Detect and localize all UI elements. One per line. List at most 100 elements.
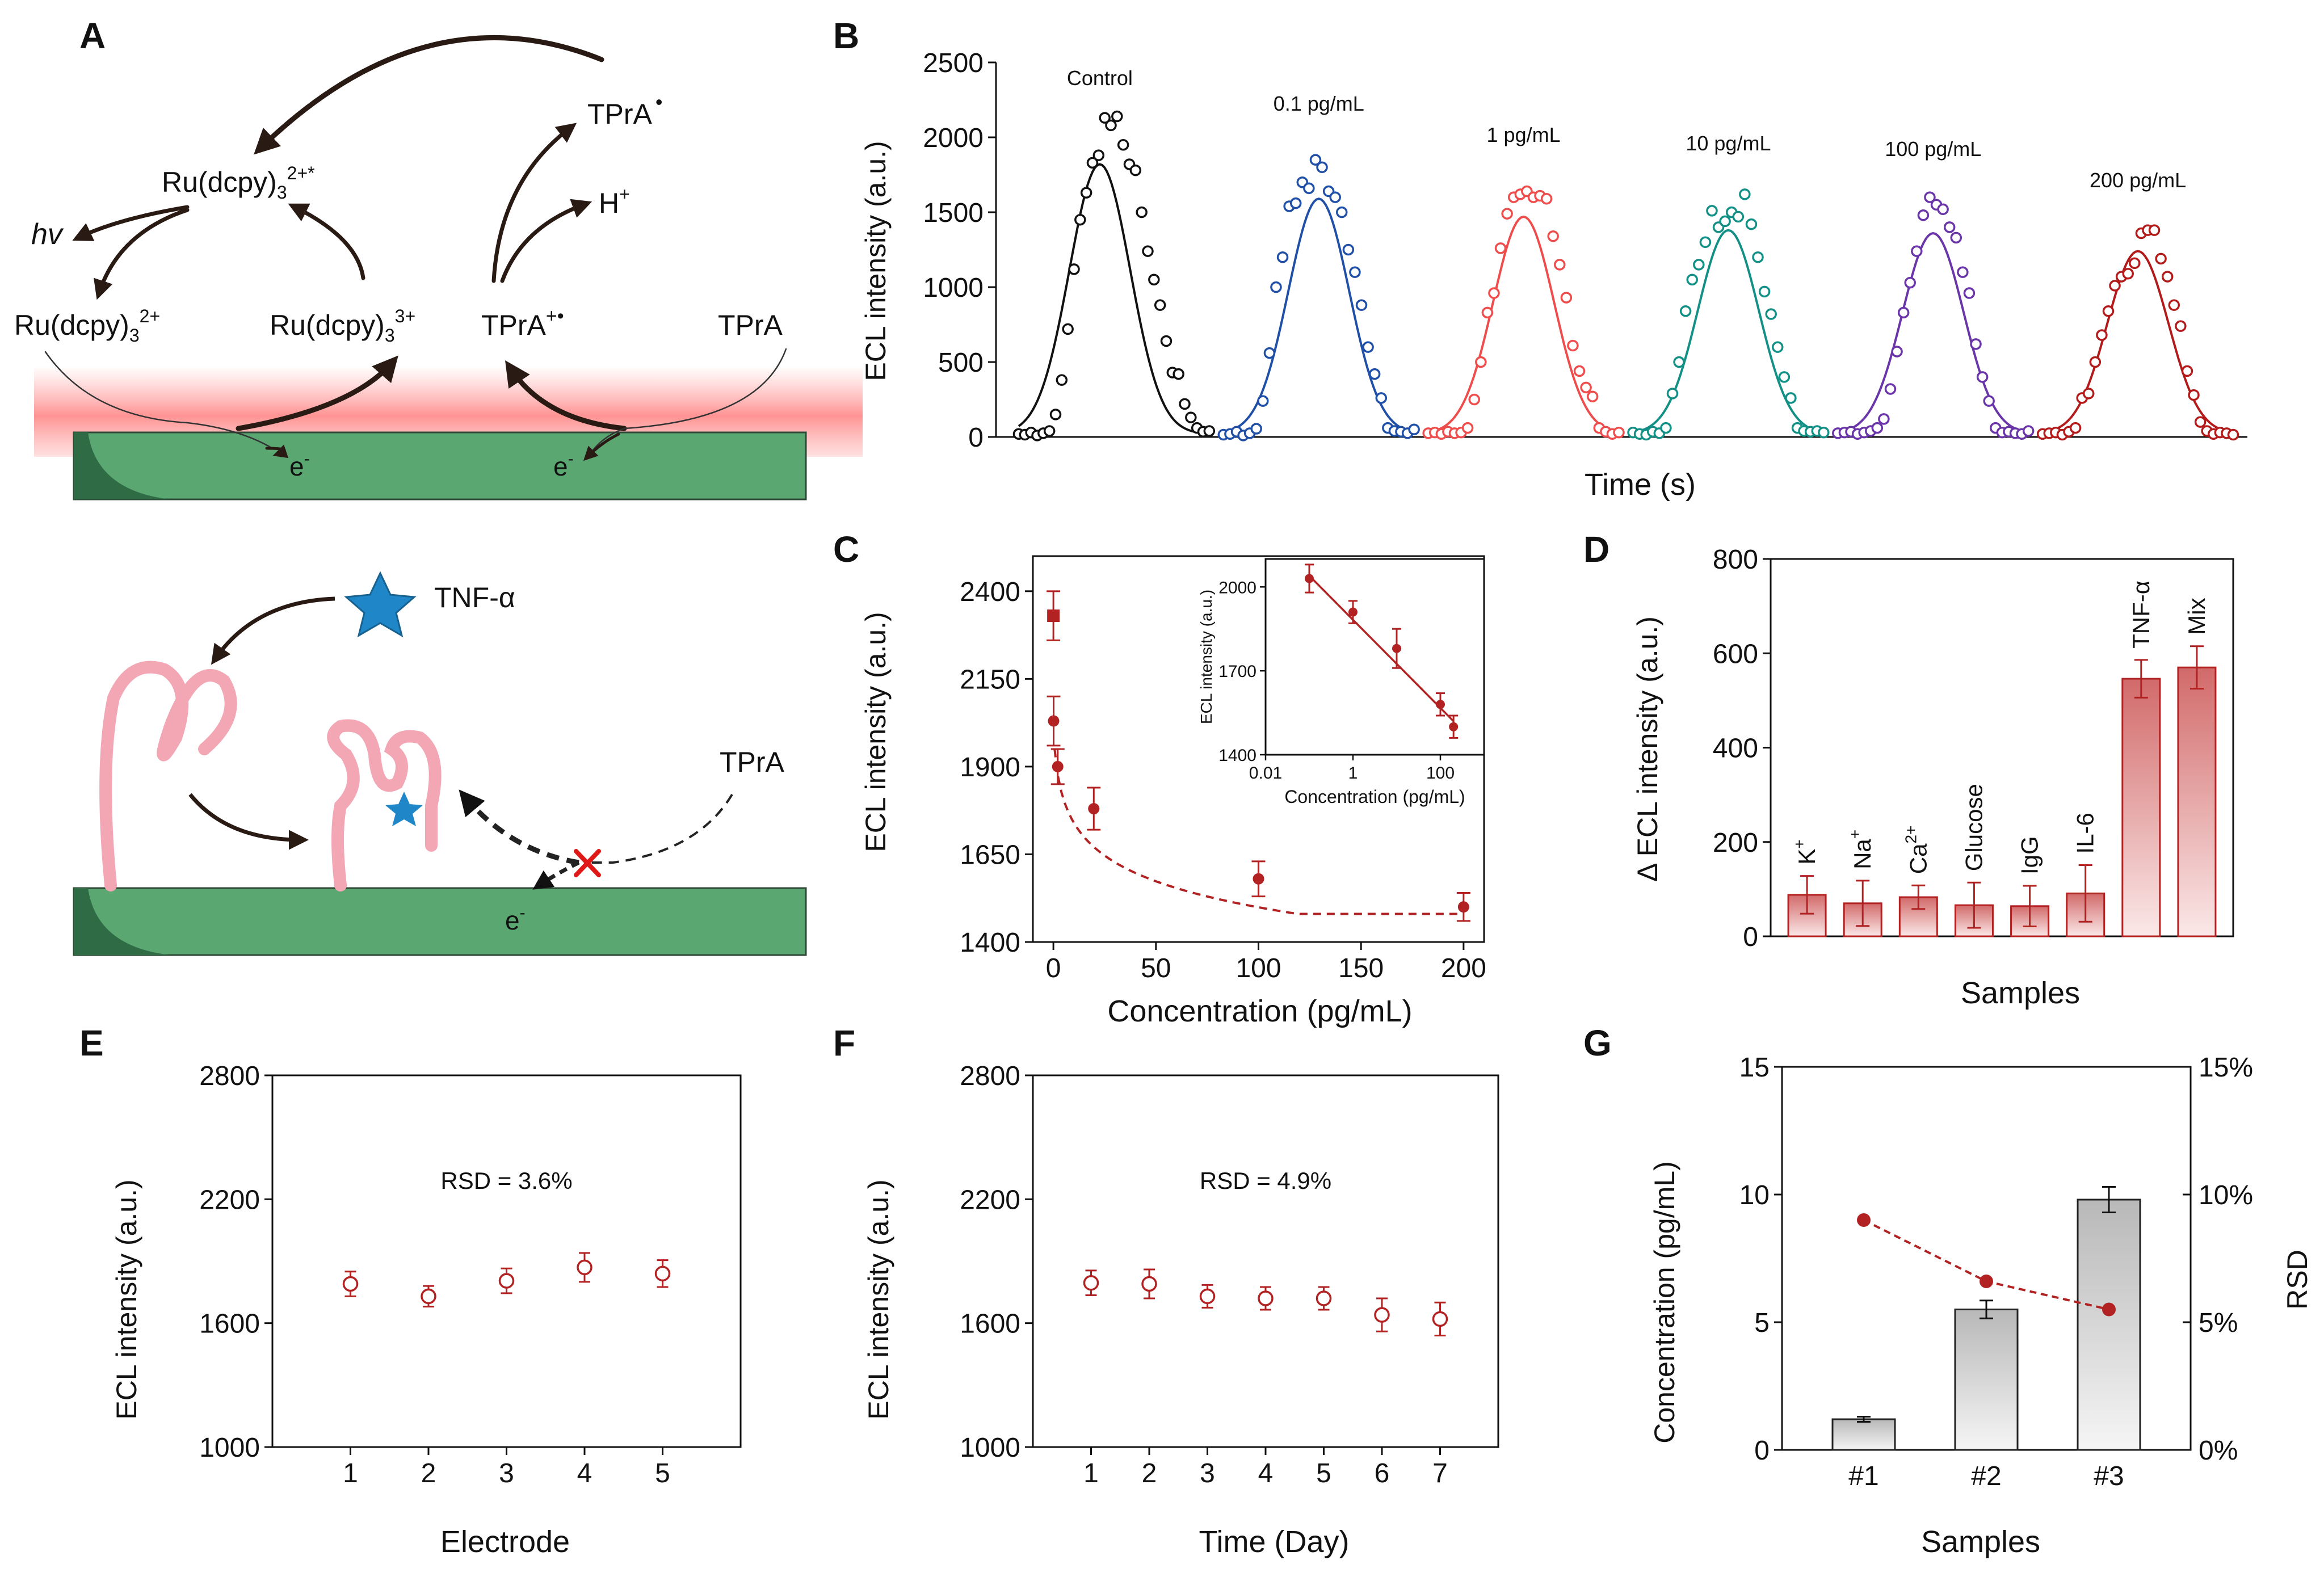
b-data-point	[1056, 374, 1068, 386]
folding-arrow	[188, 793, 309, 850]
f-data-point	[1374, 1307, 1390, 1323]
b-data-point	[1580, 381, 1592, 394]
b-data-point	[1501, 208, 1513, 220]
b-data-point	[1316, 161, 1328, 174]
b-data-point	[1785, 392, 1797, 404]
d-category-label: IL-6	[2072, 813, 2099, 853]
panel-g-chart: G Concentration (pg/mL) RSD Samples 0 5 10…	[1583, 1023, 2313, 1559]
f-data-point	[1141, 1276, 1157, 1292]
e-data-point	[498, 1273, 515, 1289]
b-data-point	[1068, 263, 1080, 275]
f-rsd-annotation: RSD = 4.9%	[1200, 1167, 1331, 1194]
d-ytick-label: 600	[1713, 639, 1758, 669]
b-data-point	[1897, 306, 1910, 319]
b-data-point	[1765, 308, 1777, 320]
c-inset-ylabel: ECL intensity (a.u.)	[1197, 590, 1215, 724]
b-data-point	[1111, 110, 1123, 123]
g-category-label: #2	[1971, 1461, 2001, 1491]
f-ytick-label: 2800	[960, 1061, 1020, 1091]
b-data-point	[2161, 271, 2174, 283]
d-xlabel: Samples	[1961, 976, 2080, 1010]
c-ylabel: ECL intensity (a.u.)	[860, 612, 892, 852]
panel-label-d: D	[1583, 529, 1609, 570]
b-data-point	[2168, 299, 2180, 311]
electrode-top-shadow	[74, 432, 170, 499]
b-data-point	[2109, 280, 2121, 292]
c-ytick-label: 2400	[960, 577, 1020, 607]
b-data-point	[2155, 253, 2167, 265]
b-data-point	[1540, 192, 1553, 205]
c-inset-ytick-label: 1400	[1218, 746, 1256, 765]
c-fit-curve	[1053, 749, 1464, 915]
b-ytick-label: 1000	[923, 273, 984, 303]
d-ytick-label: 800	[1713, 545, 1758, 575]
b-data-point	[1475, 356, 1487, 368]
g-bar	[2077, 1198, 2141, 1451]
b-data-point	[1342, 243, 1355, 256]
c-inset-ytick-label: 1700	[1218, 662, 1256, 681]
h-plus-label: H+	[599, 184, 630, 219]
g-category-label: #1	[1848, 1461, 1878, 1491]
d-bar	[2121, 678, 2161, 937]
b-data-point	[1679, 305, 1692, 317]
c-data-point	[1048, 715, 1060, 727]
e-xtick-label: 3	[499, 1458, 514, 1488]
g-xlabel: Samples	[1921, 1525, 2040, 1559]
c-ytick-label: 2150	[960, 665, 1020, 695]
b-data-point	[1270, 281, 1282, 293]
e-data-point	[654, 1265, 671, 1282]
b-data-point	[2122, 267, 2134, 280]
b-data-point	[1074, 213, 1086, 226]
b-data-point	[1276, 251, 1289, 263]
c-inset-point	[1449, 722, 1459, 731]
c-inset-frame	[1264, 558, 1485, 756]
tnf-alpha-star-icon	[344, 571, 417, 638]
b-data-point	[1891, 346, 1903, 358]
d-category-label: Na+	[1846, 830, 1876, 869]
c-inset-point	[1392, 644, 1401, 653]
d-plot-frame	[1770, 558, 2234, 937]
b-series-label: 100 pg/mL	[1885, 137, 1981, 161]
binding-arrow	[211, 596, 335, 665]
panel-label-a: A	[79, 15, 106, 56]
aptamer-folded	[327, 719, 442, 891]
b-data-point	[1494, 242, 1507, 254]
c-inset-fit-line	[1308, 575, 1455, 722]
c-inset-xtick-label: 0.01	[1249, 764, 1282, 783]
electrode-bottom	[73, 887, 807, 956]
b-data-point	[1179, 398, 1191, 410]
b-data-point	[1699, 236, 1712, 249]
panel-label-e: E	[79, 1023, 104, 1063]
g-y2tick-label: 5%	[2199, 1308, 2238, 1338]
b-data-point	[1970, 338, 1982, 350]
b-data-point	[1693, 259, 1705, 271]
b-data-point	[1739, 188, 1751, 200]
b-series-label: 200 pg/mL	[2090, 169, 2186, 192]
c-inset-ytick-label: 2000	[1218, 578, 1256, 597]
b-data-point	[1963, 287, 1976, 299]
b-xlabel: Time (s)	[1585, 468, 1696, 502]
e-xtick-label: 5	[655, 1458, 670, 1488]
panel-b-chart: B ECL intensity (a.u.) Time (s) 0 500 1000…	[833, 15, 2247, 502]
tpra-dashed-path	[590, 793, 733, 864]
b-data-point	[1917, 209, 1930, 221]
b-data-point	[1554, 259, 1566, 271]
g-ytick-label: 10	[1739, 1180, 1770, 1210]
c-control-point	[1047, 609, 1060, 623]
c-ytick-label: 1650	[960, 840, 1020, 870]
b-data-point	[1666, 388, 1679, 399]
ru-excited-label: Ru(dcpy)32+*	[162, 163, 315, 203]
c-data-point	[1088, 803, 1100, 815]
f-plot-frame	[1032, 1074, 1499, 1448]
e-data-point	[342, 1276, 359, 1292]
f-data-point	[1432, 1311, 1448, 1327]
c-data-point	[1253, 873, 1264, 885]
e-ytick-label: 2800	[199, 1061, 260, 1091]
b-fit-curve-3	[1633, 229, 1824, 434]
bound-tnf-star-icon	[385, 792, 423, 826]
c-inset-xtick-label: 1	[1348, 764, 1358, 783]
e-plot-frame	[271, 1074, 742, 1448]
g-y2tick-label: 10%	[2199, 1180, 2253, 1210]
b-data-point	[1560, 292, 1573, 304]
